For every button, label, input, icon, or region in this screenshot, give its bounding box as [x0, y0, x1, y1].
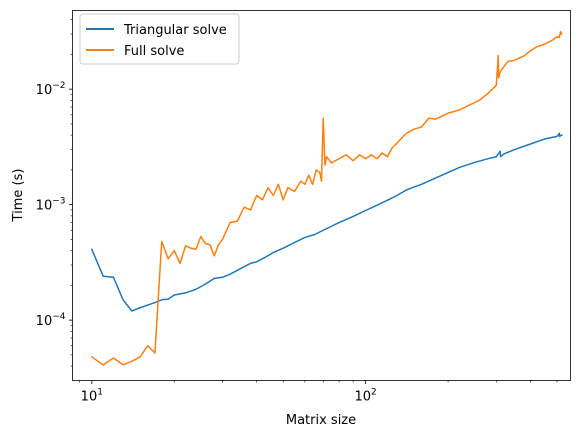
legend: Triangular solve Full solve — [79, 13, 240, 65]
x-axis-label: Matrix size — [286, 413, 356, 428]
series-layer — [90, 30, 563, 366]
series-line-full-solve — [90, 30, 563, 366]
plot-frame — [72, 10, 571, 381]
y-axis-label: Time (s) — [11, 169, 26, 223]
legend-label-full-solve: Full solve — [124, 44, 184, 59]
legend-label-triangular-solve: Triangular solve — [123, 23, 227, 38]
legend-frame — [79, 13, 240, 65]
series-line-triangular-solve — [90, 132, 563, 312]
